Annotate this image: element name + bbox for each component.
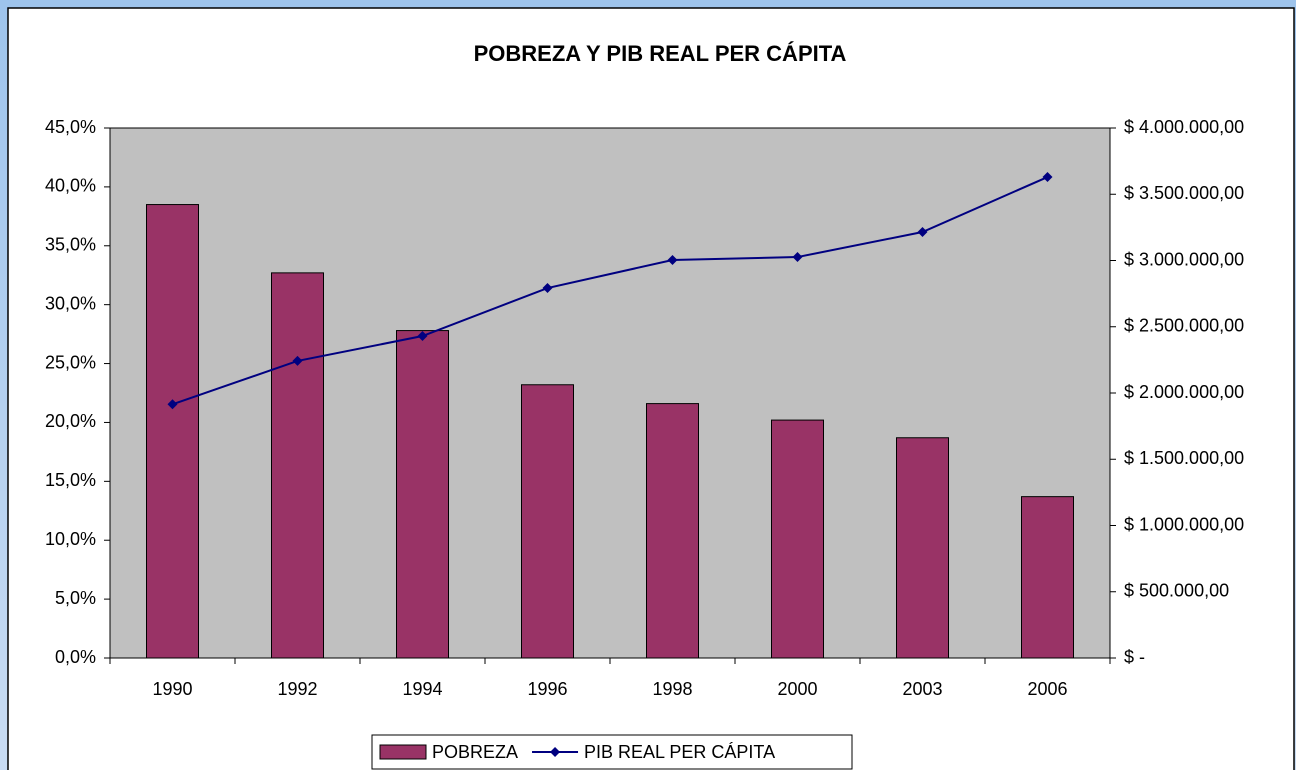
x-tick-label: 2003 bbox=[902, 679, 942, 699]
bar bbox=[771, 419, 824, 659]
bar bbox=[1021, 496, 1074, 659]
line-marker bbox=[417, 331, 428, 342]
legend-label: POBREZA bbox=[432, 742, 518, 762]
bar bbox=[396, 330, 449, 659]
bar bbox=[521, 384, 574, 659]
line bbox=[172, 176, 1048, 406]
legend-swatch bbox=[379, 744, 427, 760]
x-tick-label: 1994 bbox=[402, 679, 442, 699]
y2-tick-label: $ 500.000,00 bbox=[1124, 581, 1229, 601]
y-tick-label: 25,0% bbox=[45, 352, 96, 372]
bar bbox=[271, 272, 324, 659]
legend-swatch bbox=[550, 747, 561, 757]
y2-tick-label: $ 2.000.000,00 bbox=[1124, 382, 1244, 402]
bar bbox=[646, 403, 699, 659]
line-marker bbox=[792, 252, 803, 263]
y2-tick-label: $ 3.000.000,00 bbox=[1124, 249, 1244, 269]
y2-tick-label: $ 3.500.000,00 bbox=[1124, 183, 1244, 203]
legend bbox=[371, 734, 853, 770]
y-tick-label: 30,0% bbox=[45, 293, 96, 313]
line-marker bbox=[1042, 172, 1053, 183]
plot-area bbox=[109, 127, 1111, 659]
legend-label: PIB REAL PER CÁPITA bbox=[584, 742, 775, 762]
y-tick-label: 45,0% bbox=[45, 117, 96, 137]
chart-title: POBREZA Y PIB REAL PER CÁPITA bbox=[474, 41, 847, 66]
y2-tick-label: $ 4.000.000,00 bbox=[1124, 117, 1244, 137]
y2-tick-label: $ 2.500.000,00 bbox=[1124, 316, 1244, 336]
x-tick-label: 2006 bbox=[1027, 679, 1067, 699]
y-tick-label: 10,0% bbox=[45, 529, 96, 549]
line-marker bbox=[917, 227, 928, 238]
y2-tick-label: $ - bbox=[1124, 647, 1145, 667]
y-tick-label: 0,0% bbox=[55, 647, 96, 667]
line-marker bbox=[167, 399, 178, 410]
y-tick-label: 5,0% bbox=[55, 588, 96, 608]
y2-tick-label: $ 1.500.000,00 bbox=[1124, 448, 1244, 468]
x-tick-label: 1990 bbox=[152, 679, 192, 699]
x-tick-label: 2000 bbox=[777, 679, 817, 699]
y-tick-label: 35,0% bbox=[45, 235, 96, 255]
y-tick-label: 20,0% bbox=[45, 411, 96, 431]
x-tick-label: 1998 bbox=[652, 679, 692, 699]
line-marker bbox=[542, 283, 553, 294]
line-marker bbox=[667, 254, 678, 265]
y2-tick-label: $ 1.000.000,00 bbox=[1124, 514, 1244, 534]
y-tick-label: 15,0% bbox=[45, 470, 96, 490]
bar bbox=[146, 204, 199, 659]
y-tick-label: 40,0% bbox=[45, 176, 96, 196]
bar bbox=[896, 437, 949, 659]
line-marker bbox=[292, 355, 303, 366]
x-tick-label: 1996 bbox=[527, 679, 567, 699]
x-tick-label: 1992 bbox=[277, 679, 317, 699]
